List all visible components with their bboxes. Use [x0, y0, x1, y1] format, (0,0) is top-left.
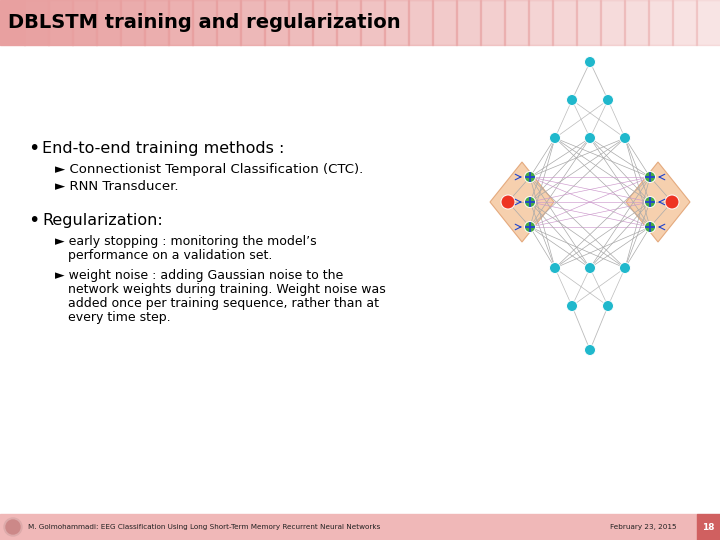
Bar [120, 0, 145, 45]
Circle shape [501, 195, 515, 209]
Bar [240, 0, 265, 45]
Circle shape [6, 520, 20, 534]
Bar [360, 0, 385, 45]
Bar [624, 0, 649, 45]
Text: M. Golmohammadi: EEG Classification Using Long Short-Term Memory Recurrent Neura: M. Golmohammadi: EEG Classification Usin… [28, 524, 380, 530]
Bar [312, 0, 337, 45]
Circle shape [524, 221, 536, 233]
Circle shape [603, 94, 613, 105]
Circle shape [619, 262, 631, 273]
Bar [144, 0, 169, 45]
Text: ► early stopping : monitoring the model’s: ► early stopping : monitoring the model’… [55, 235, 317, 248]
Circle shape [4, 518, 22, 536]
Bar [504, 0, 529, 45]
Circle shape [644, 221, 655, 233]
Bar [408, 0, 433, 45]
Text: February 23, 2015: February 23, 2015 [610, 524, 677, 530]
Bar [72, 0, 97, 45]
Text: DBLSTM training and regularization: DBLSTM training and regularization [8, 14, 400, 32]
Text: •: • [28, 211, 40, 229]
Bar [192, 0, 217, 45]
Bar [288, 0, 313, 45]
Bar [0, 514, 697, 540]
Text: network weights during training. Weight noise was: network weights during training. Weight … [68, 284, 386, 296]
Bar [552, 0, 577, 45]
Circle shape [585, 262, 595, 273]
Circle shape [644, 197, 655, 207]
Text: ► Connectionist Temporal Classification (CTC).: ► Connectionist Temporal Classification … [55, 164, 364, 177]
Bar [600, 0, 625, 45]
Circle shape [567, 300, 577, 312]
Circle shape [665, 195, 679, 209]
Bar [48, 0, 73, 45]
Bar [264, 0, 289, 45]
Text: •: • [28, 138, 40, 158]
Text: ► RNN Transducer.: ► RNN Transducer. [55, 180, 179, 193]
Circle shape [549, 132, 560, 144]
Bar [0, 0, 25, 45]
Bar [432, 0, 457, 45]
Circle shape [619, 132, 631, 144]
Bar [480, 0, 505, 45]
Bar [648, 0, 673, 45]
Circle shape [644, 172, 655, 183]
Bar [576, 0, 601, 45]
Circle shape [585, 57, 595, 68]
Bar [216, 0, 241, 45]
Polygon shape [490, 162, 554, 242]
Bar [456, 0, 481, 45]
Bar [96, 0, 121, 45]
Text: End-to-end training methods :: End-to-end training methods : [42, 140, 284, 156]
Bar [24, 0, 49, 45]
Circle shape [585, 132, 595, 144]
Text: performance on a validation set.: performance on a validation set. [68, 249, 272, 262]
Text: 18: 18 [702, 523, 714, 531]
Text: Regularization:: Regularization: [42, 213, 163, 227]
Text: added once per training sequence, rather than at: added once per training sequence, rather… [68, 298, 379, 310]
Bar [384, 0, 409, 45]
Polygon shape [626, 162, 690, 242]
Circle shape [549, 262, 560, 273]
Text: every time step.: every time step. [68, 312, 171, 325]
Circle shape [603, 300, 613, 312]
Bar [672, 0, 697, 45]
Text: ► weight noise : adding Gaussian noise to the: ► weight noise : adding Gaussian noise t… [55, 269, 343, 282]
Bar [696, 0, 720, 45]
Bar [168, 0, 193, 45]
Circle shape [524, 172, 536, 183]
Circle shape [585, 345, 595, 355]
Bar [336, 0, 361, 45]
Bar [697, 514, 720, 540]
Circle shape [567, 94, 577, 105]
Bar [528, 0, 553, 45]
Circle shape [524, 197, 536, 207]
